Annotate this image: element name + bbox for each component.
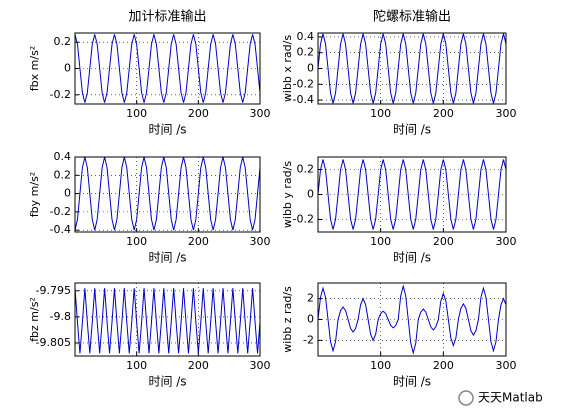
x-axis-label: 时间 /s	[393, 123, 431, 137]
data-line	[74, 156, 261, 231]
y-tick-label: 2	[307, 292, 314, 305]
y-tick-label: -9.805	[36, 336, 71, 349]
x-axis-label: 时间 /s	[148, 251, 186, 265]
data-line	[74, 288, 261, 354]
watermark: 天天Matlab	[458, 390, 543, 406]
x-tick-label: 200	[433, 359, 454, 372]
x-tick-label: 100	[126, 359, 147, 372]
y-tick-label: -9.8	[50, 310, 71, 323]
axes-box	[317, 156, 507, 233]
x-tick-label: 100	[370, 107, 391, 120]
y-tick-label: 0	[64, 62, 71, 75]
plot-area	[75, 157, 260, 232]
watermark-text: 天天Matlab	[478, 391, 543, 405]
y-tick-label: 0.2	[297, 46, 315, 59]
x-tick-label: 300	[496, 235, 517, 248]
x-tick-label: 100	[126, 235, 147, 248]
watermark-icon	[458, 390, 474, 406]
x-axis-label: 时间 /s	[148, 375, 186, 389]
y-tick-label: -0.2	[50, 205, 71, 218]
y-tick-label: -0.4	[293, 93, 314, 106]
x-axis-label: 时间 /s	[148, 123, 186, 137]
x-tick-label: 300	[250, 359, 271, 372]
y-tick-label: 0.4	[297, 30, 315, 43]
y-axis-label: fbz m/s²	[28, 297, 41, 342]
x-tick-label: 100	[126, 107, 147, 120]
y-axis-label: fbx m/s²	[28, 46, 41, 91]
y-tick-label: 0	[307, 313, 314, 326]
y-tick-label: -0.4	[50, 223, 71, 236]
axes-box	[74, 32, 261, 105]
subplot: 100 200 300 -0.4 -0.2 0 0.2 0.4 时间 /s fby m/s²	[28, 150, 271, 265]
x-tick-label: 100	[370, 235, 391, 248]
y-axis-label: wibb x rad/s	[281, 35, 294, 102]
subplot: 100 200 300 -2 0 2 时间 /s wibb z rad/s	[281, 282, 517, 389]
x-axis-label: 时间 /s	[393, 251, 431, 265]
y-tick-label: -2	[303, 333, 314, 346]
y-tick-label: -0.2	[50, 88, 71, 101]
x-tick-label: 100	[370, 359, 391, 372]
x-tick-label: 200	[188, 107, 209, 120]
x-tick-label: 300	[250, 107, 271, 120]
x-tick-label: 300	[496, 107, 517, 120]
y-tick-label: -0.2	[293, 213, 314, 226]
axes-box	[74, 156, 261, 233]
chart-title: 加计标准输出	[128, 9, 206, 25]
y-tick-label: 0	[307, 62, 314, 75]
x-tick-label: 300	[496, 359, 517, 372]
x-tick-label: 200	[188, 235, 209, 248]
data-line	[317, 33, 507, 104]
y-tick-label: 0	[64, 187, 71, 200]
y-axis-label: wibb z rad/s	[281, 286, 294, 353]
y-tick-label: -9.795	[36, 284, 71, 297]
y-tick-label: 0.2	[297, 163, 315, 176]
x-tick-label: 200	[433, 107, 454, 120]
data-line	[317, 159, 507, 230]
axes-box	[317, 282, 507, 357]
y-axis-label: wibb y rad/s	[281, 161, 294, 228]
y-tick-label: 0.4	[54, 150, 72, 163]
y-tick-label: 0.2	[54, 35, 72, 48]
y-tick-label: 0.2	[54, 168, 72, 181]
y-tick-label: -0.2	[293, 77, 314, 90]
axes-box	[74, 282, 261, 357]
x-tick-label: 200	[433, 235, 454, 248]
y-axis-label: fby m/s²	[28, 172, 41, 217]
subplot: 100 200 300 -0.2 0 0.2 时间 /s wibb y rad/s	[281, 156, 517, 265]
data-line	[74, 34, 261, 103]
x-tick-label: 300	[250, 235, 271, 248]
subplot: 100 200 300 -9.805 -9.8 -9.795 时间 /s fbz m/s²	[28, 282, 271, 389]
y-tick-label: 0	[307, 188, 314, 201]
data-line	[317, 284, 507, 355]
axes-box	[317, 32, 507, 105]
x-axis-label: 时间 /s	[393, 375, 431, 389]
chart-title: 陀螺标准输出	[373, 9, 451, 25]
x-tick-label: 200	[188, 359, 209, 372]
